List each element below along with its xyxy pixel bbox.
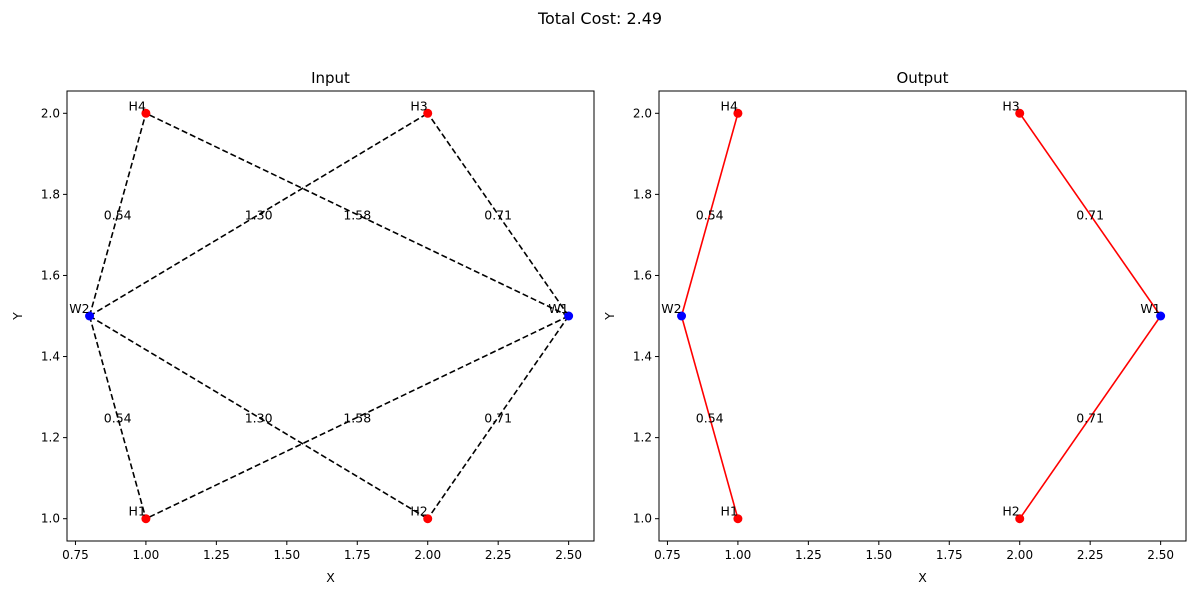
input-point-h3 [423,108,433,118]
input-ytick-label: 2.0 [41,106,60,120]
input-xtick-label: 2.50 [555,548,582,562]
output-point-h2 [1015,514,1025,524]
output-edge-w1-h3 [1019,112,1162,317]
input-xtick-label: 1.00 [133,548,160,562]
input-point-label: W1 [548,301,568,316]
output-point-h1 [733,514,743,524]
output-point-h3 [1015,108,1025,118]
input-ytick-label: 1.6 [41,268,60,282]
output-xtick-label: 2.00 [1006,548,1033,562]
output-ytick-label: 2.0 [633,106,652,120]
input-edge-w2-h2 [89,315,429,520]
output-point-label: W2 [661,301,681,316]
output-xlabel: X [918,570,927,585]
input-xtick-label: 2.00 [414,548,441,562]
input-xtick-label: 2.25 [485,548,512,562]
input-point-w1 [564,311,574,321]
input-point-h1 [141,514,151,524]
figure-suptitle: Total Cost: 2.49 [537,9,663,28]
input-point-label: H2 [410,504,427,519]
input-xtick-label: 1.75 [344,548,371,562]
input-point-label: H4 [129,98,146,113]
output-edge-label: 0.71 [1076,208,1104,223]
output-plot: Output 0.75 1.00 1.25 1.50 1.75 2.00 2.25 2.50 1.… [602,69,1187,585]
output-point-label: H4 [721,98,738,113]
output-ytick-label: 1.6 [633,268,652,282]
input-axes-frame [66,90,595,542]
output-xtick-label: 2.50 [1147,548,1174,562]
output-xtick-label: 1.25 [795,548,822,562]
output-edge-w2-h4 [680,113,739,317]
input-ytick-label: 1.8 [41,187,60,201]
output-xtick-label: 2.25 [1077,548,1104,562]
output-edge-w2-h1 [680,315,739,519]
output-edge-label: 0.71 [1076,410,1104,425]
output-ytick-label: 1.0 [633,512,652,526]
output-axes-frame [658,90,1187,542]
input-edge-label: 1.58 [343,410,371,425]
output-edge-label: 0.54 [696,208,724,223]
output-xtick-label: 1.00 [725,548,752,562]
output-title: Output [896,69,948,87]
input-edge-w1-h4 [145,112,569,317]
input-point-label: H1 [129,504,146,519]
input-ylabel: Y [10,312,25,321]
input-title: Input [311,69,350,87]
input-xtick-label: 0.75 [62,548,89,562]
input-edge-label: 0.71 [484,208,512,223]
output-xtick-label: 1.50 [865,548,892,562]
input-point-w2 [85,311,95,321]
output-ytick-label: 1.2 [633,431,652,445]
input-edge-w2-h4 [88,113,147,317]
output-xtick-label: 1.75 [936,548,963,562]
input-edge-label: 0.54 [104,208,132,223]
input-ytick-label: 1.4 [41,350,60,364]
input-edge-w2-h1 [88,315,147,519]
input-xtick-label: 1.25 [203,548,230,562]
input-edge-label: 1.30 [245,410,273,425]
input-edge-label: 1.58 [343,208,371,223]
output-point-label: H2 [1002,504,1019,519]
output-ylabel: Y [602,312,617,321]
input-ytick-label: 1.0 [41,512,60,526]
output-xtick-label: 0.75 [654,548,681,562]
input-point-label: H3 [410,98,427,113]
input-edge-w1-h1 [145,315,569,520]
output-point-label: H3 [1002,98,1019,113]
output-point-w2 [677,311,687,321]
input-edge-label: 1.30 [245,208,273,223]
output-point-label: H1 [721,504,738,519]
input-edge-w2-h3 [89,112,429,317]
input-xlabel: X [326,570,335,585]
input-edge-w1-h3 [427,112,570,317]
input-point-h4 [141,108,151,118]
input-ytick-label: 1.2 [41,431,60,445]
input-point-h2 [423,514,433,524]
output-edge-w1-h2 [1019,315,1162,520]
output-ytick-label: 1.8 [633,187,652,201]
input-edge-label: 0.71 [484,410,512,425]
output-edge-label: 0.54 [696,410,724,425]
input-edge-w1-h2 [427,315,570,520]
output-point-h4 [733,108,743,118]
output-point-w1 [1156,311,1166,321]
input-xtick-label: 1.50 [273,548,300,562]
input-point-label: W2 [69,301,89,316]
input-plot: Input 0.75 1.00 1.25 1.50 1.75 2.00 2.25 2.50 1.0… [10,69,595,585]
output-point-label: W1 [1140,301,1160,316]
input-edge-label: 0.54 [104,410,132,425]
output-ytick-label: 1.4 [633,350,652,364]
